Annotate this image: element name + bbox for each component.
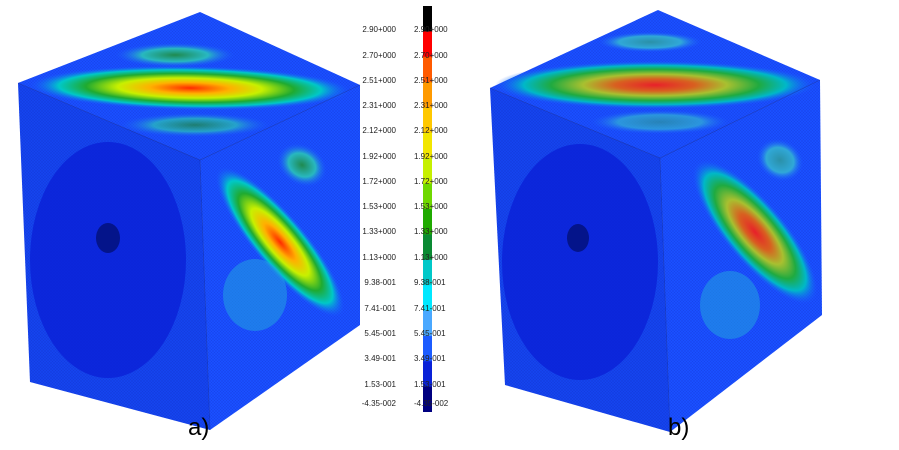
colorbar-segment [423,361,432,388]
colorbar-tick-label: -4.35-002 [361,399,396,408]
colorbar-tick-label: 1.53+000 [414,202,448,211]
panel-a: a) [0,0,440,450]
colorbar-tick-label: 2.12+000 [414,126,448,135]
colorbar-segment [423,285,432,311]
circular-region [30,142,186,378]
colorbar-segment [423,183,432,210]
colorbar-tick-label: 2.31+000 [362,101,396,110]
colorbar-segment [423,335,432,362]
colorbar-tick-label: 1.53-001 [414,380,446,389]
colorbar-tick-label: 9.38-001 [414,278,446,287]
colorbar-tick-label: 1.13+000 [414,253,448,262]
colorbar-tick-label: 7.41-001 [364,304,396,313]
colorbar-labels-a: 2.90+000 2.70+000 2.51+000 2.31+000 2.12+000… [362,0,420,420]
colorbar-tick-label: 5.45-001 [364,329,396,338]
colorbar-segment [423,259,432,286]
colorbar-segment [423,31,432,58]
colorbar-tick-label: 2.12+000 [362,126,396,135]
colorbar-segment [423,310,432,337]
colorbar-tick-label: -4.35-002 [414,399,449,408]
colorbar-segment [423,132,432,159]
colorbar-tick-label: 1.72+000 [362,177,396,186]
cube-contour-plot-a [17,12,361,431]
colorbar-labels-b: 2.90+000 2.70+000 2.51+000 2.31+000 2.12+000… [414,0,464,420]
caption-b: b) [668,414,690,441]
panel-b: b) [460,0,899,450]
colorbar-segment [423,6,432,32]
colorbar-tick-label: 7.41-001 [414,304,446,313]
colorbar [423,6,432,412]
cube-contour-plot-b [489,10,822,433]
colorbar-tick-label: 1.13+000 [362,253,396,262]
colorbar-tick-label: 2.90+000 [414,25,448,34]
colorbar-tick-label: 2.70+000 [414,51,448,60]
colorbar-segment [423,234,432,261]
colorbar-tick-label: 3.49-001 [364,354,396,363]
colorbar-segment [423,209,432,235]
colorbar-segment [423,386,432,412]
colorbar-segment [423,56,432,83]
colorbar-tick-label: 2.90+000 [362,25,396,34]
colorbar-tick-label: 2.51+000 [414,76,448,85]
colorbar-tick-label: 1.92+000 [362,152,396,161]
colorbar-tick-label: 2.51+000 [362,76,396,85]
caption-a: a) [188,414,210,441]
colorbar-tick-label: 1.33+000 [362,227,396,236]
colorbar-segment [423,158,432,185]
colorbar-tick-label: 5.45-001 [414,329,446,338]
colorbar-tick-label: 2.70+000 [362,51,396,60]
colorbar-tick-label: 3.49-001 [414,354,446,363]
colorbar-tick-label: 1.53-001 [364,380,396,389]
colorbar-tick-label: 1.33+000 [414,227,448,236]
colorbar-tick-label: 1.92+000 [414,152,448,161]
colorbar-segment [423,107,432,134]
colorbar-tick-label: 2.31+000 [414,101,448,110]
colorbar-tick-label: 1.53+000 [362,202,396,211]
colorbar-segment [423,82,432,108]
colorbar-tick-label: 9.38-001 [364,278,396,287]
circular-region [502,144,658,380]
colorbar-tick-label: 1.72+000 [414,177,448,186]
